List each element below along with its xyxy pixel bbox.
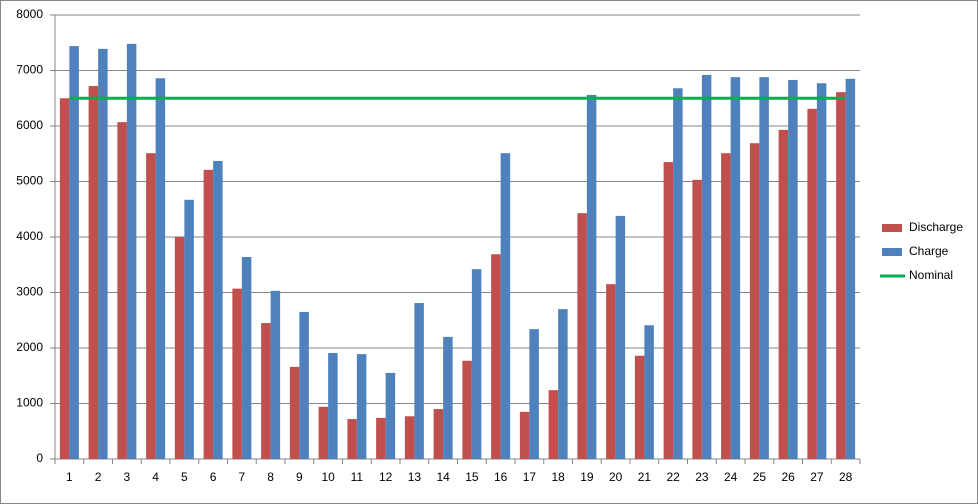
x-tick-label: 10 [321,470,335,484]
bar [376,417,386,459]
bar [155,78,166,460]
x-tick-label: 16 [494,470,508,484]
bar [471,269,482,459]
x-tick-label: 25 [753,470,767,484]
bar [548,390,559,459]
x-tick-label: 15 [465,470,479,484]
bar [673,88,683,459]
x-tick-label: 1 [66,470,73,484]
x-tick-label: 19 [580,470,594,484]
bar [807,108,817,460]
bar [615,215,626,459]
x-tick-label: 14 [436,470,450,484]
bar [845,78,856,459]
bar [558,309,568,459]
x-tick-label: 17 [523,470,537,484]
legend-marker [882,248,902,256]
bar [232,288,242,459]
y-tick-label: 7000 [16,63,43,77]
bar [836,92,846,460]
x-tick-label: 18 [551,470,565,484]
legend-marker [882,224,902,232]
bar [318,406,329,459]
bar [577,213,587,459]
bar [701,74,712,459]
x-tick-label: 8 [267,470,274,484]
bar [59,98,70,459]
y-tick-label: 3000 [16,285,43,299]
y-tick-label: 5000 [16,174,43,188]
bar [385,372,396,459]
legend-label: Charge [909,244,949,258]
bar [414,303,424,459]
bar [644,325,654,459]
x-tick-label: 9 [296,470,303,484]
bar [328,352,338,459]
bar [586,94,597,460]
bar [299,311,309,459]
bar [69,46,79,460]
bar [663,162,674,459]
bar [126,43,137,460]
bar [184,199,194,459]
bar [88,86,99,459]
bar [270,290,281,459]
bar [778,129,789,459]
y-tick-label: 1000 [16,396,43,410]
x-tick-label: 3 [124,470,131,484]
bar [606,284,616,459]
x-tick-label: 20 [609,470,623,484]
bar [241,256,252,459]
x-tick-label: 23 [695,470,709,484]
legend-label: Nominal [909,268,953,282]
bar [443,336,453,459]
bar [759,77,769,459]
x-tick-label: 6 [210,470,217,484]
y-tick-label: 8000 [16,7,43,21]
bar [634,355,645,459]
bar [519,411,530,459]
bar [462,360,472,459]
x-tick-label: 28 [839,470,853,484]
x-tick-label: 4 [152,470,159,484]
x-tick-label: 2 [95,470,102,484]
bar [174,237,185,459]
x-tick-label: 13 [408,470,422,484]
y-tick-label: 0 [36,451,43,465]
bar [721,153,731,459]
x-tick-label: 27 [810,470,824,484]
x-tick-label: 5 [181,470,188,484]
x-tick-label: 7 [239,470,246,484]
bar [433,409,444,459]
y-tick-label: 2000 [16,340,43,354]
bar [347,419,357,459]
bar [289,366,300,459]
bar [816,83,827,459]
legend-label: Discharge [909,220,963,234]
bar [788,79,798,459]
bar [203,169,214,459]
bar [749,143,760,459]
x-tick-label: 26 [781,470,795,484]
bar [500,153,511,459]
bar [146,153,156,459]
bar [404,416,415,459]
x-tick-label: 12 [379,470,393,484]
bar [261,323,271,459]
y-tick-label: 6000 [16,118,43,132]
bar [692,179,702,459]
bar [117,122,127,460]
bar [491,254,501,459]
x-tick-label: 11 [351,470,364,484]
y-tick-label: 4000 [16,229,43,243]
bar [98,48,108,459]
bar [213,160,223,459]
x-tick-label: 22 [666,470,680,484]
bar [730,77,741,459]
bar [529,329,539,459]
x-tick-label: 21 [638,470,652,484]
x-tick-label: 24 [724,470,738,484]
bar [356,354,367,459]
